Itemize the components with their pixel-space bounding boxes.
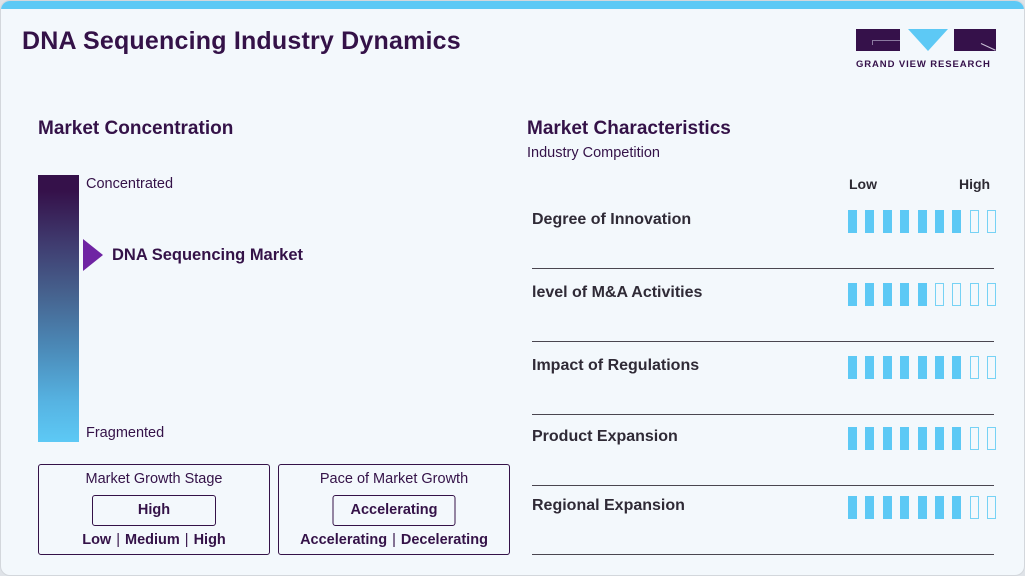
market-characteristics-title: Market Characteristics <box>527 118 731 139</box>
rating-bar-filled <box>934 210 944 233</box>
market-position-marker-icon <box>83 239 103 271</box>
row-divider <box>532 267 994 269</box>
rating-bar-filled <box>917 496 927 519</box>
rating-bar-filled <box>952 210 962 233</box>
rating-bar-filled <box>934 427 944 450</box>
option-high: High <box>193 532 226 548</box>
rating-bar-filled <box>848 496 857 519</box>
rating-bar-filled <box>917 356 927 379</box>
concentrated-label: Concentrated <box>86 176 174 192</box>
rating-bars <box>848 356 997 379</box>
rating-bars <box>848 210 997 233</box>
characteristic-label: Regional Expansion <box>532 497 685 514</box>
scale-low-label: Low <box>849 176 877 192</box>
rating-bar-filled <box>917 283 927 306</box>
rating-bar-filled <box>882 283 892 306</box>
rating-bar-filled <box>934 356 944 379</box>
accent-top-bar <box>1 1 1024 9</box>
rating-bar-filled <box>882 427 892 450</box>
market-growth-stage-value: High <box>92 495 216 526</box>
market-growth-stage-box: Market Growth Stage High Low | Medium | High <box>38 464 270 555</box>
market-growth-stage-title: Market Growth Stage <box>85 471 223 487</box>
rating-bar-filled <box>900 427 910 450</box>
rating-bar-empty <box>987 283 997 306</box>
rating-bar-filled <box>865 210 875 233</box>
page-title: DNA Sequencing Industry Dynamics <box>22 27 461 55</box>
grand-view-research-logo: GRAND VIEW RESEARCH <box>856 29 998 71</box>
option-decelerating: Decelerating <box>400 532 488 548</box>
row-divider <box>532 413 994 415</box>
rating-bars <box>848 496 997 519</box>
market-concentration-title: Market Concentration <box>38 118 234 139</box>
rating-bar-filled <box>882 356 892 379</box>
rating-bar-filled <box>900 210 910 233</box>
logo-text: GRAND VIEW RESEARCH <box>856 59 991 70</box>
rating-bar-empty <box>969 210 979 233</box>
characteristic-row: Regional Expansion <box>532 482 997 555</box>
rating-bar-empty <box>934 283 944 306</box>
market-growth-stage-options: Low | Medium | High <box>82 532 226 548</box>
rating-bar-filled <box>900 356 910 379</box>
rating-bar-filled <box>900 496 910 519</box>
rating-bar-filled <box>865 356 875 379</box>
rating-bar-filled <box>952 496 962 519</box>
rating-bar-filled <box>882 210 892 233</box>
rating-bar-filled <box>848 283 857 306</box>
characteristic-row: Degree of Innovation <box>532 196 997 269</box>
option-medium: Medium <box>125 532 180 548</box>
rating-bar-empty <box>987 356 997 379</box>
market-position-label: DNA Sequencing Market <box>112 246 304 264</box>
rating-bar-filled <box>865 283 875 306</box>
rating-bar-empty <box>952 283 962 306</box>
characteristic-row: Impact of Regulations <box>532 342 997 415</box>
concentration-gradient-bar <box>38 175 79 442</box>
rating-bar-filled <box>865 427 875 450</box>
rating-bar-filled <box>952 427 962 450</box>
industry-competition-subtitle: Industry Competition <box>527 145 660 161</box>
rating-bar-filled <box>865 496 875 519</box>
rating-bar-empty <box>969 496 979 519</box>
rating-bars <box>848 427 997 450</box>
rating-bar-filled <box>848 427 857 450</box>
option-accelerating: Accelerating <box>300 532 388 548</box>
rating-bar-filled <box>952 356 962 379</box>
rating-bar-filled <box>900 283 910 306</box>
rating-bar-empty <box>987 210 997 233</box>
characteristic-label: Impact of Regulations <box>532 357 700 374</box>
option-low: Low <box>82 532 112 548</box>
pace-of-market-growth-title: Pace of Market Growth <box>319 471 469 487</box>
rating-bar-empty <box>969 356 979 379</box>
rating-bar-empty <box>987 427 997 450</box>
rating-bar-empty <box>969 427 979 450</box>
rating-bar-filled <box>848 356 857 379</box>
pace-of-market-growth-value: Accelerating <box>332 495 456 526</box>
rating-bar-filled <box>934 496 944 519</box>
scale-high-label: High <box>959 176 991 192</box>
fragmented-label: Fragmented <box>86 425 165 441</box>
characteristic-label: Degree of Innovation <box>532 211 692 228</box>
rating-bar-filled <box>917 427 927 450</box>
pace-of-market-growth-options: Accelerating | Decelerating <box>300 532 488 548</box>
row-divider <box>532 484 994 486</box>
rating-bar-empty <box>987 496 997 519</box>
row-divider <box>532 340 994 342</box>
row-divider <box>532 553 994 555</box>
characteristic-label: Product Expansion <box>532 428 678 445</box>
rating-bar-empty <box>969 283 979 306</box>
logo-v-triangle-icon <box>908 29 948 51</box>
rating-bar-filled <box>882 496 892 519</box>
rating-bars <box>848 283 997 306</box>
rating-bar-filled <box>848 210 857 233</box>
characteristic-row: Product Expansion <box>532 413 997 486</box>
rating-bar-filled <box>917 210 927 233</box>
characteristic-label: level of M&A Activities <box>532 284 703 301</box>
characteristic-row: level of M&A Activities <box>532 269 997 342</box>
pace-of-market-growth-box: Pace of Market Growth Accelerating Accel… <box>278 464 510 555</box>
